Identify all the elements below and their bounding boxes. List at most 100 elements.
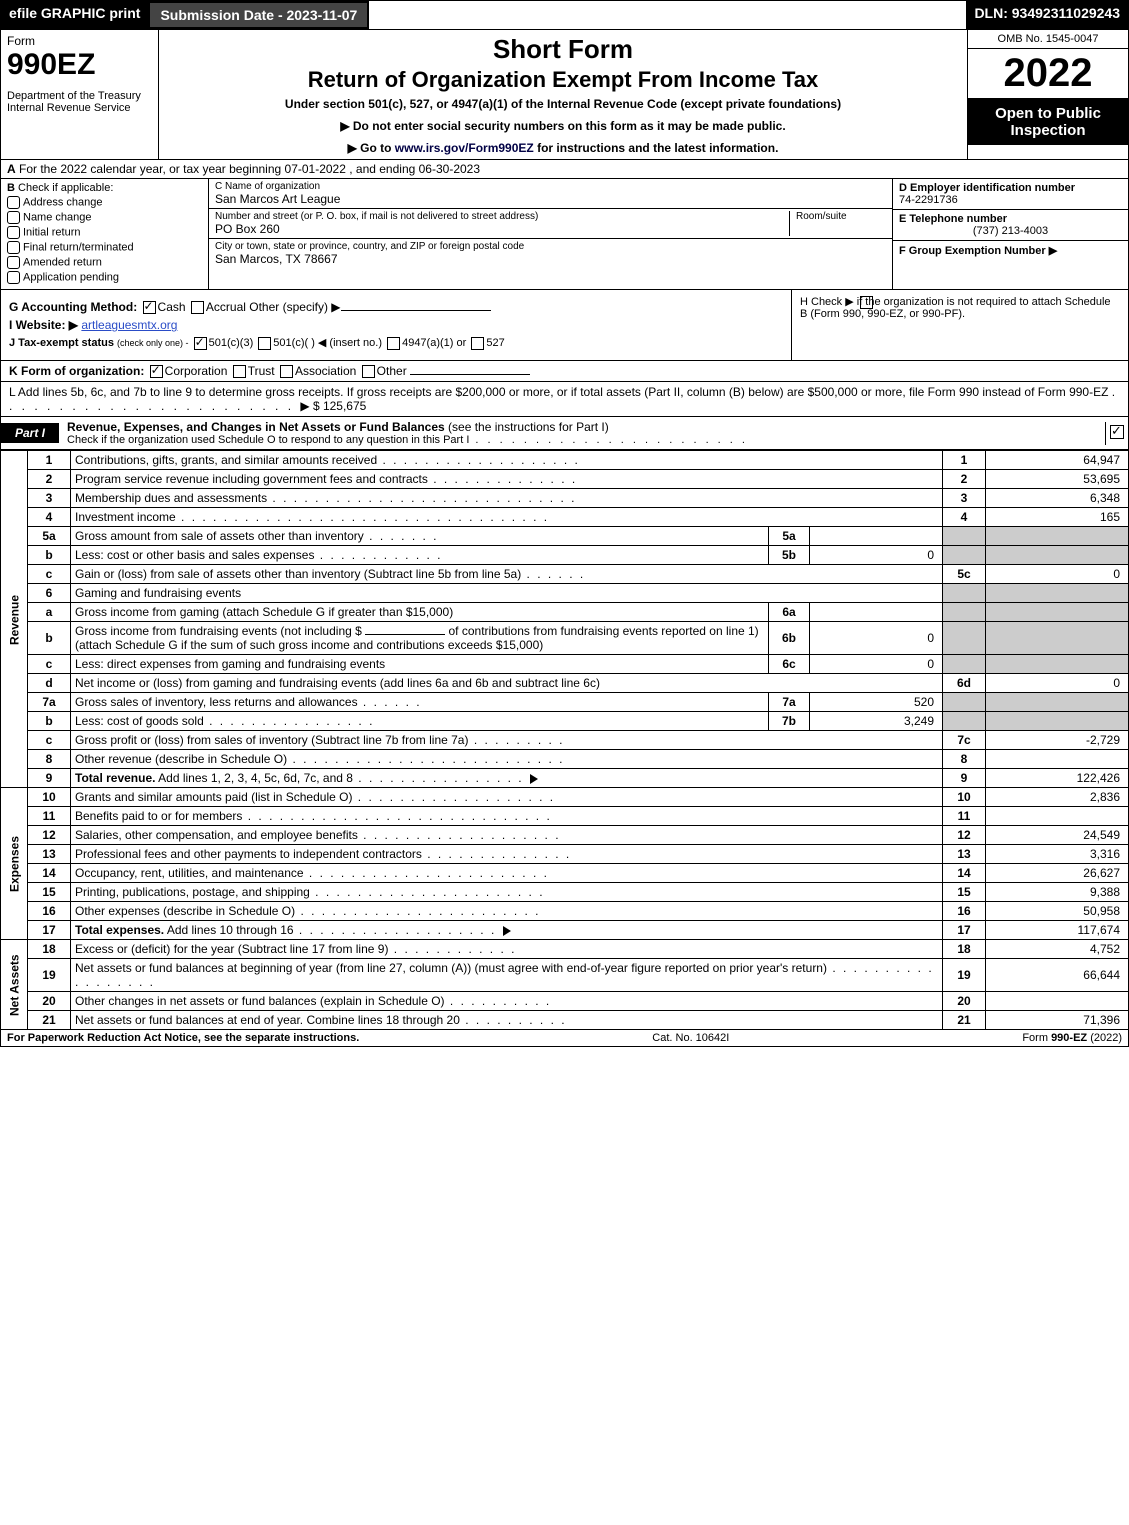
line-6b-blank[interactable] bbox=[365, 634, 445, 635]
checkbox-corporation[interactable] bbox=[150, 365, 163, 378]
j-501c3: 501(c)(3) bbox=[209, 337, 254, 349]
line-18-col: 18 bbox=[943, 940, 986, 959]
street: PO Box 260 bbox=[215, 222, 789, 236]
line-7b-num: b bbox=[28, 712, 71, 731]
line-18-num: 18 bbox=[28, 940, 71, 959]
l-amount: ▶ $ 125,675 bbox=[300, 399, 366, 413]
line-12-num: 12 bbox=[28, 826, 71, 845]
line-21-amount: 71,396 bbox=[986, 1011, 1129, 1030]
dln: DLN: 93492311029243 bbox=[966, 1, 1128, 29]
checkbox-accrual[interactable] bbox=[191, 301, 204, 314]
footer-left: For Paperwork Reduction Act Notice, see … bbox=[7, 1032, 359, 1044]
line-6c-subnum: 6c bbox=[769, 655, 810, 674]
checkbox-application-pending[interactable] bbox=[7, 271, 20, 284]
line-4-amount: 165 bbox=[986, 508, 1129, 527]
header-center: Short Form Return of Organization Exempt… bbox=[159, 30, 967, 159]
checkbox-527[interactable] bbox=[471, 337, 484, 350]
line-10-col: 10 bbox=[943, 788, 986, 807]
efile-print[interactable]: efile GRAPHIC print bbox=[1, 1, 148, 29]
line-6c-desc: Less: direct expenses from gaming and fu… bbox=[75, 657, 385, 671]
line-9-col: 9 bbox=[943, 769, 986, 788]
arrow-icon-17 bbox=[503, 926, 511, 936]
checkbox-cash[interactable] bbox=[143, 301, 156, 314]
line-11-col: 11 bbox=[943, 807, 986, 826]
line-6b-shade1 bbox=[943, 622, 986, 655]
line-21-num: 21 bbox=[28, 1011, 71, 1030]
irs-link[interactable]: www.irs.gov/Form990EZ bbox=[395, 141, 534, 155]
checkbox-other[interactable] bbox=[362, 365, 375, 378]
line-20-col: 20 bbox=[943, 992, 986, 1011]
checkbox-501c[interactable] bbox=[258, 337, 271, 350]
org-name: San Marcos Art League bbox=[215, 192, 886, 206]
part-i-header: Part I Revenue, Expenses, and Changes in… bbox=[0, 417, 1129, 450]
line-5b-subnum: 5b bbox=[769, 546, 810, 565]
line-5b-subamt: 0 bbox=[810, 546, 943, 565]
checkbox-final-return[interactable] bbox=[7, 241, 20, 254]
form-header: Form 990EZ Department of the Treasury In… bbox=[0, 30, 1129, 160]
line-20-desc: Other changes in net assets or fund bala… bbox=[75, 994, 445, 1008]
line-6b-subnum: 6b bbox=[769, 622, 810, 655]
j-label: J Tax-exempt status bbox=[9, 337, 114, 349]
website-link[interactable]: artleaguesmtx.org bbox=[81, 318, 177, 332]
line-14-desc: Occupancy, rent, utilities, and maintena… bbox=[75, 866, 304, 880]
ein-label: D Employer identification number bbox=[899, 182, 1075, 194]
form-label: Form bbox=[7, 34, 152, 48]
cb-label-5: Application pending bbox=[23, 271, 119, 283]
line-6b-num: b bbox=[28, 622, 71, 655]
line-5c-num: c bbox=[28, 565, 71, 584]
short-form-title: Short Form bbox=[167, 34, 959, 65]
line-4-desc: Investment income bbox=[75, 510, 176, 524]
line-16-num: 16 bbox=[28, 902, 71, 921]
phone-label: E Telephone number bbox=[899, 213, 1007, 225]
line-16-col: 16 bbox=[943, 902, 986, 921]
block-bcd: B Check if applicable: Address change Na… bbox=[0, 179, 1129, 290]
g-other-input[interactable] bbox=[341, 310, 491, 311]
open-to-public: Open to Public Inspection bbox=[968, 99, 1128, 145]
checkbox-501c3[interactable] bbox=[194, 337, 207, 350]
line-15-amount: 9,388 bbox=[986, 883, 1129, 902]
note2-suffix: for instructions and the latest informat… bbox=[534, 141, 779, 155]
line-18-amount: 4,752 bbox=[986, 940, 1129, 959]
k-other-input[interactable] bbox=[410, 374, 530, 375]
line-3-amount: 6,348 bbox=[986, 489, 1129, 508]
line-3-num: 3 bbox=[28, 489, 71, 508]
revenue-sidecap: Revenue bbox=[1, 451, 28, 788]
line-10-desc: Grants and similar amounts paid (list in… bbox=[75, 790, 352, 804]
line-2-num: 2 bbox=[28, 470, 71, 489]
section-a-text: For the 2022 calendar year, or tax year … bbox=[19, 162, 480, 176]
expenses-sidecap: Expenses bbox=[1, 788, 28, 940]
checkbox-amended-return[interactable] bbox=[7, 256, 20, 269]
line-7a-subnum: 7a bbox=[769, 693, 810, 712]
line-6c-subamt: 0 bbox=[810, 655, 943, 674]
line-9-desc2: Add lines 1, 2, 3, 4, 5c, 6d, 7c, and 8 bbox=[155, 771, 352, 785]
line-5b-shade1 bbox=[943, 546, 986, 565]
row-l: L Add lines 5b, 6c, and 7b to line 9 to … bbox=[0, 382, 1129, 417]
line-7a-subamt: 520 bbox=[810, 693, 943, 712]
checkbox-association[interactable] bbox=[280, 365, 293, 378]
checkbox-4947[interactable] bbox=[387, 337, 400, 350]
checkbox-initial-return[interactable] bbox=[7, 226, 20, 239]
line-18-desc: Excess or (deficit) for the year (Subtra… bbox=[75, 942, 388, 956]
line-6d-amount: 0 bbox=[986, 674, 1129, 693]
line-2-col: 2 bbox=[943, 470, 986, 489]
line-2-amount: 53,695 bbox=[986, 470, 1129, 489]
line-15-desc: Printing, publications, postage, and shi… bbox=[75, 885, 310, 899]
line-13-num: 13 bbox=[28, 845, 71, 864]
line-20-num: 20 bbox=[28, 992, 71, 1011]
j-527: 527 bbox=[486, 337, 504, 349]
section-b-label: B bbox=[7, 182, 15, 194]
topbar: efile GRAPHIC print Submission Date - 20… bbox=[0, 0, 1129, 30]
checkbox-trust[interactable] bbox=[233, 365, 246, 378]
checkbox-name-change[interactable] bbox=[7, 211, 20, 224]
j-501c: 501(c)( ) ◀ (insert no.) bbox=[273, 337, 382, 349]
omb-number: OMB No. 1545-0047 bbox=[968, 30, 1128, 49]
org-name-label: C Name of organization bbox=[215, 181, 886, 192]
line-4-num: 4 bbox=[28, 508, 71, 527]
line-17-desc2: Add lines 10 through 16 bbox=[164, 923, 293, 937]
l-text: L Add lines 5b, 6c, and 7b to line 9 to … bbox=[9, 385, 1108, 399]
checkbox-schedule-o[interactable] bbox=[1110, 425, 1124, 439]
checkbox-address-change[interactable] bbox=[7, 196, 20, 209]
line-11-desc: Benefits paid to or for members bbox=[75, 809, 242, 823]
checkbox-h[interactable] bbox=[860, 296, 873, 309]
line-7c-num: c bbox=[28, 731, 71, 750]
